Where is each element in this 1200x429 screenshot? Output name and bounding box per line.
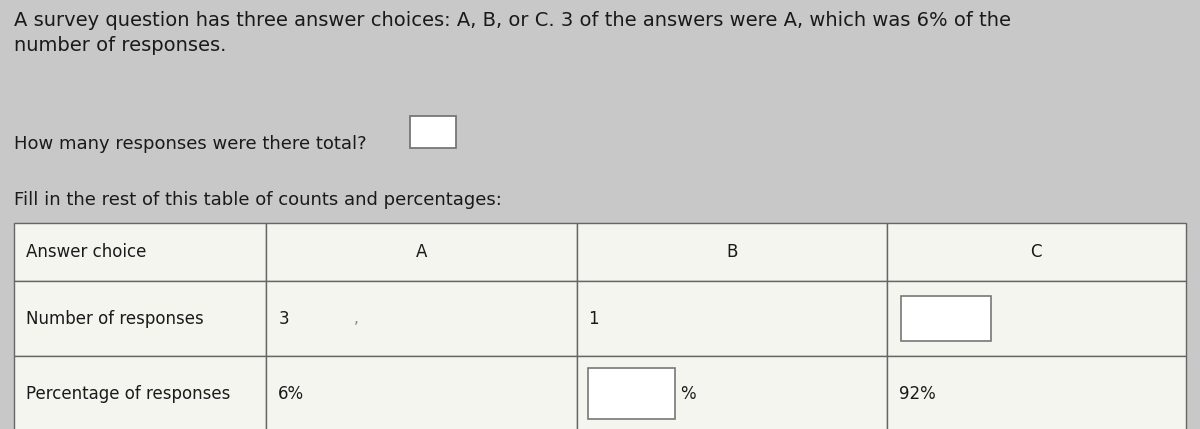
Bar <box>887 356 1186 429</box>
Bar <box>588 368 676 419</box>
Text: Number of responses: Number of responses <box>26 310 204 327</box>
Bar <box>576 281 887 356</box>
Text: C: C <box>1031 243 1042 261</box>
Text: B: B <box>726 243 738 261</box>
Bar <box>887 281 1186 356</box>
Bar <box>266 223 576 281</box>
Bar <box>266 281 576 356</box>
Bar <box>266 356 576 429</box>
Text: How many responses were there total?: How many responses were there total? <box>14 135 367 153</box>
Text: Answer choice: Answer choice <box>26 243 146 261</box>
Text: %: % <box>680 385 696 402</box>
Text: 3: 3 <box>278 310 289 327</box>
Bar <box>901 296 990 341</box>
Text: 1: 1 <box>588 310 599 327</box>
Bar <box>14 223 266 281</box>
Text: 6%: 6% <box>278 385 305 402</box>
Bar <box>576 356 887 429</box>
Text: ,: , <box>354 311 359 326</box>
Text: A survey question has three answer choices: A, B, or C. 3 of the answers were A,: A survey question has three answer choic… <box>14 11 1012 55</box>
Text: Fill in the rest of this table of counts and percentages:: Fill in the rest of this table of counts… <box>14 191 503 209</box>
Bar <box>576 223 887 281</box>
Bar <box>887 223 1186 281</box>
Bar <box>14 281 266 356</box>
Text: 92%: 92% <box>899 385 936 402</box>
Text: A: A <box>415 243 427 261</box>
Bar <box>14 356 266 429</box>
Text: Percentage of responses: Percentage of responses <box>26 385 230 402</box>
Bar <box>410 116 456 148</box>
